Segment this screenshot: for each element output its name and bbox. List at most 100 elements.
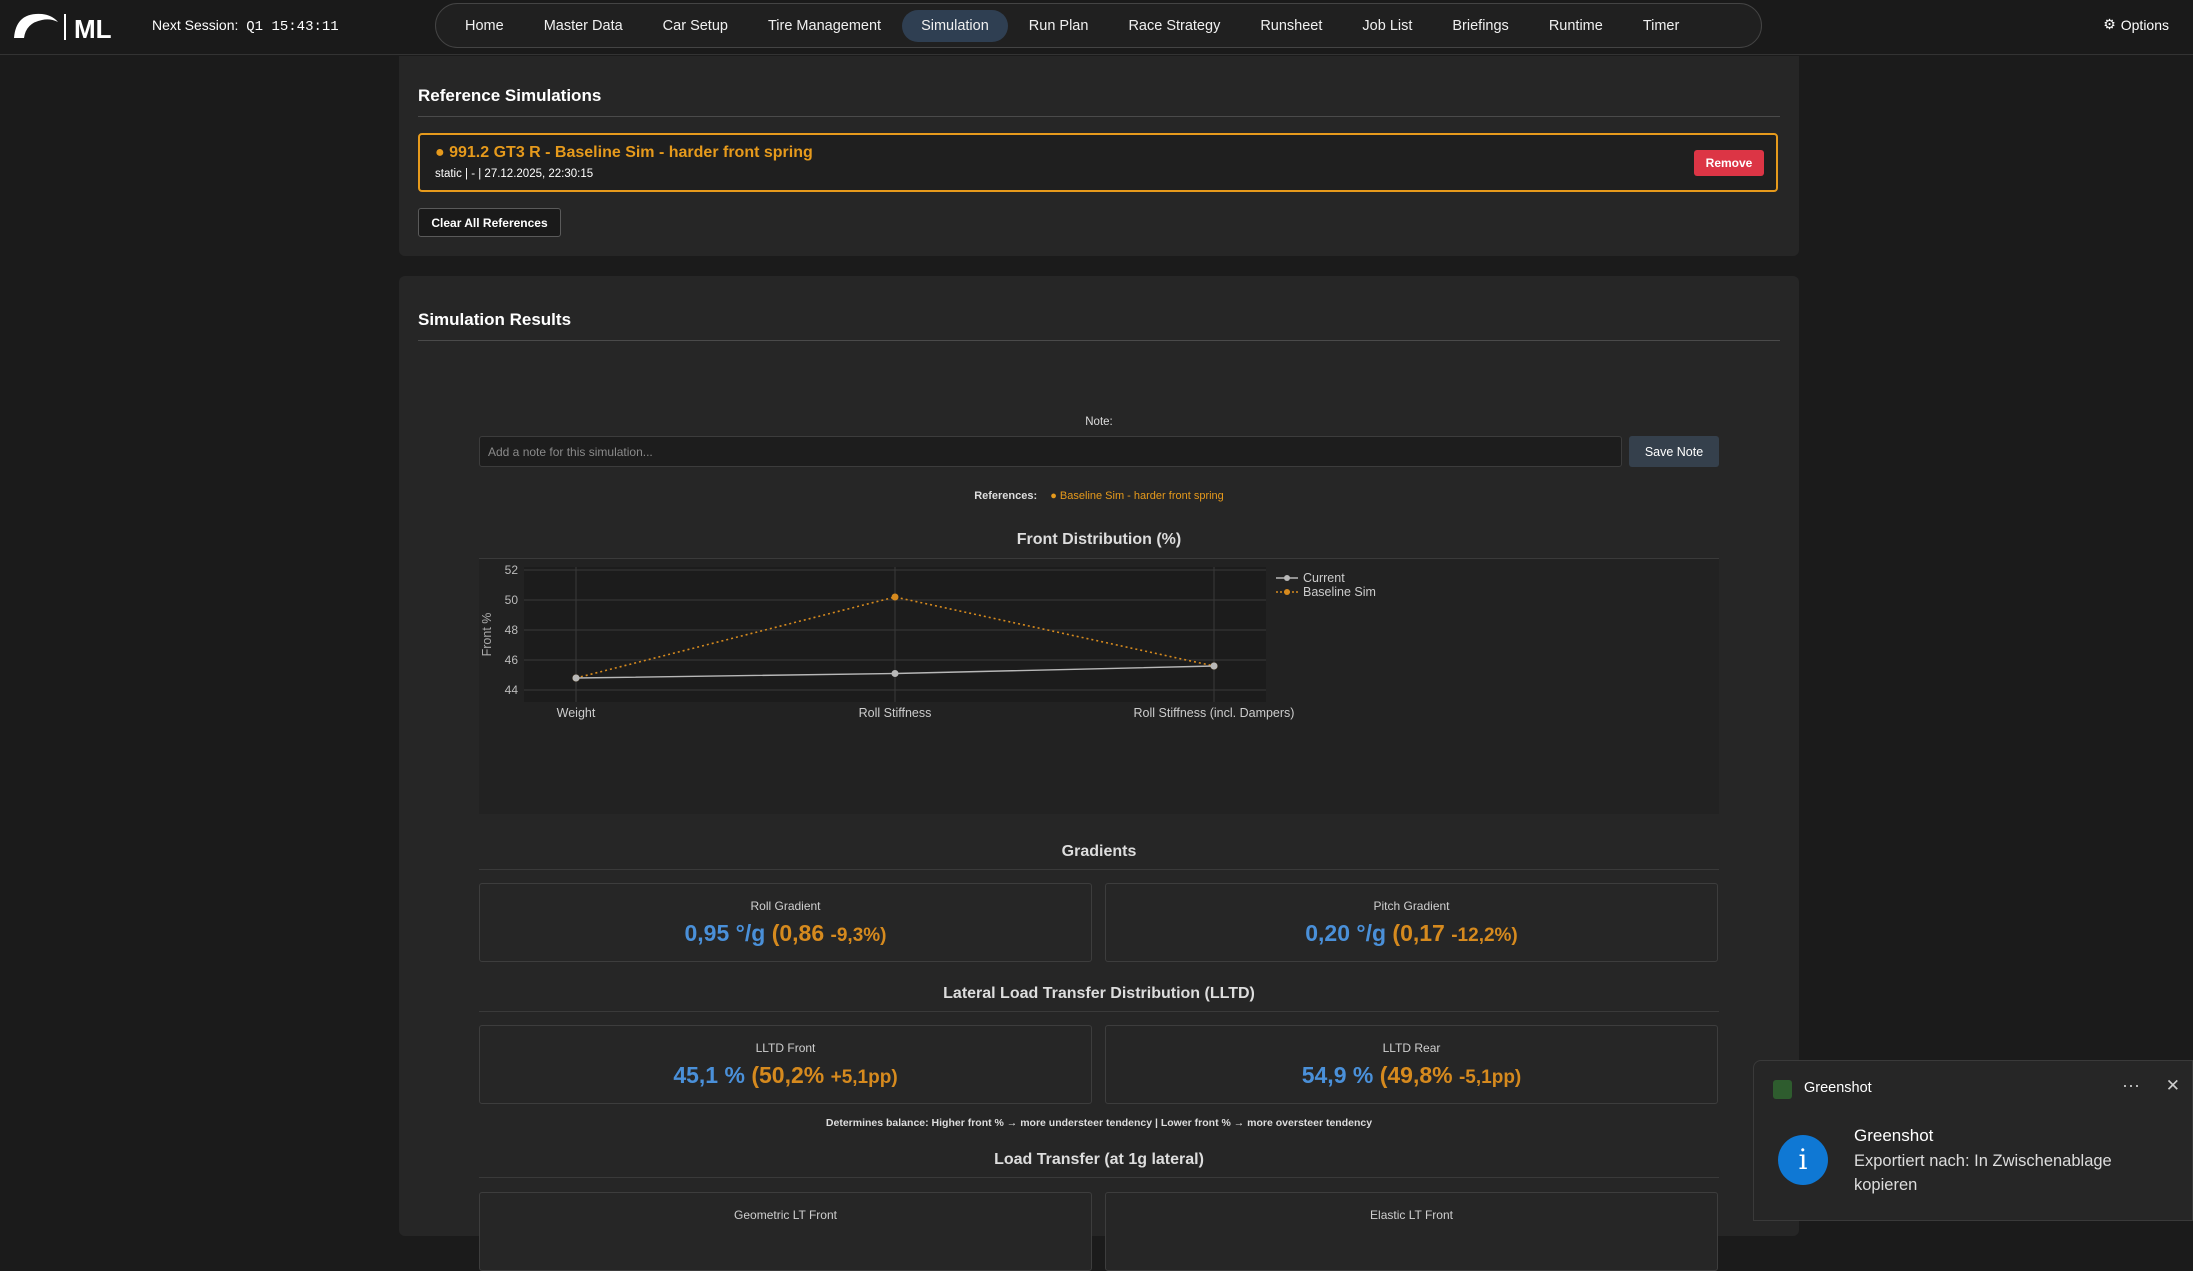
session-label: Next Session: bbox=[152, 17, 239, 33]
nav-car-setup[interactable]: Car Setup bbox=[662, 17, 728, 34]
y-tick-label: 44 bbox=[505, 683, 519, 697]
delta-value: +5,1pp) bbox=[830, 1067, 898, 1088]
data-point bbox=[1210, 662, 1218, 670]
x-tick-label: Weight bbox=[557, 706, 596, 720]
current-value: 45,1 % bbox=[673, 1062, 745, 1088]
nav-runsheet[interactable]: Runsheet bbox=[1260, 17, 1323, 34]
delta-value: -9,3%) bbox=[830, 925, 887, 946]
load-transfer-title: Load Transfer (at 1g lateral) bbox=[994, 1151, 1204, 1168]
pitch-gradient-label: Pitch Gradient bbox=[1373, 899, 1450, 913]
front-distribution-title: Front Distribution (%) bbox=[1016, 531, 1182, 548]
lltd-rear-label: LLTD Rear bbox=[1382, 1041, 1441, 1055]
reference-simulations-panel: Reference Simulations ● 991.2 GT3 R - Ba… bbox=[399, 56, 1799, 256]
divider bbox=[479, 1011, 1719, 1012]
delta-value: -5,1pp) bbox=[1458, 1067, 1522, 1088]
references-value: ● Baseline Sim - harder front spring bbox=[1050, 490, 1224, 502]
delta-value: -12,2%) bbox=[1451, 925, 1518, 946]
divider bbox=[479, 1177, 1719, 1178]
toast-body: Exportiert nach: In Zwischenablage kopie… bbox=[1854, 1152, 2112, 1194]
chart-svg: 44 46 48 50 52 Weight Roll Stiffness Roll Stiff… bbox=[480, 563, 1376, 720]
session-countdown: Q1 15:43:11 bbox=[246, 19, 339, 35]
x-tick-label: Roll Stiffness bbox=[859, 706, 932, 720]
legend-marker bbox=[1284, 575, 1290, 581]
legend-label: Current bbox=[1303, 571, 1345, 585]
series-line bbox=[575, 596, 1215, 679]
legend-label: Baseline Sim bbox=[1303, 585, 1376, 599]
nav-simulation[interactable]: Simulation bbox=[902, 9, 1008, 42]
y-tick-label: 48 bbox=[505, 623, 519, 637]
remove-reference-button[interactable]: Remove bbox=[1694, 150, 1764, 176]
geometric-lt-front-label: Geometric LT Front bbox=[734, 1208, 837, 1222]
divider bbox=[479, 869, 1719, 870]
nav-briefings[interactable]: Briefings bbox=[1452, 17, 1509, 34]
nav-race-strategy[interactable]: Race Strategy bbox=[1128, 17, 1221, 34]
nav-run-plan[interactable]: Run Plan bbox=[1028, 17, 1089, 34]
current-value: 54,9 % bbox=[1301, 1062, 1374, 1088]
simulation-results-panel: Simulation Results Note: Save Note Refer… bbox=[399, 276, 1799, 1271]
save-note-button[interactable]: Save Note bbox=[1629, 436, 1719, 467]
options-button[interactable]: ⚙ Options bbox=[2103, 16, 2169, 33]
lltd-front-card: LLTD Front 45,1 % (50,2% +5,1pp) bbox=[479, 1025, 1092, 1104]
data-point bbox=[572, 674, 580, 682]
reference-value: (49,8% bbox=[1379, 1062, 1453, 1088]
svg-text:ML: ML bbox=[74, 14, 112, 44]
divider bbox=[418, 340, 1780, 341]
simulation-results-title: Simulation Results bbox=[418, 310, 572, 329]
reference-name: ● 991.2 GT3 R - Baseline Sim - harder fr… bbox=[435, 144, 813, 161]
elastic-lt-front-card: Elastic LT Front bbox=[1105, 1192, 1718, 1271]
gear-icon: ⚙ bbox=[2103, 16, 2116, 32]
nav-home[interactable]: Home bbox=[465, 17, 504, 34]
reference-item: ● 991.2 GT3 R - Baseline Sim - harder fr… bbox=[418, 133, 1778, 192]
next-session: Next Session: Q1 15:43:11 bbox=[152, 17, 339, 35]
roll-gradient-card: Roll Gradient 0,95 °/g (0,86 -9,3%) bbox=[479, 883, 1092, 962]
nav-tire-management[interactable]: Tire Management bbox=[767, 17, 882, 34]
reference-simulations-title: Reference Simulations bbox=[418, 86, 602, 105]
reference-value: (50,2% bbox=[751, 1062, 825, 1088]
nav-master-data[interactable]: Master Data bbox=[543, 17, 623, 34]
x-tick-label: Roll Stiffness (incl. Dampers) bbox=[1134, 706, 1295, 720]
reference-meta: static | - | 27.12.2025, 22:30:15 bbox=[435, 168, 594, 180]
y-axis-label: Front % bbox=[480, 613, 494, 657]
y-tick-label: 46 bbox=[505, 653, 519, 667]
toast-notification: Greenshot ··· ✕ i Greenshot Exportiert n… bbox=[1753, 1060, 2193, 1221]
geometric-lt-front-card: Geometric LT Front bbox=[479, 1192, 1092, 1271]
elastic-lt-front-label: Elastic LT Front bbox=[1370, 1208, 1453, 1222]
top-bar: ML Next Session: Q1 15:43:11 Home Master… bbox=[0, 0, 2193, 55]
data-point bbox=[891, 670, 899, 677]
nav-runtime[interactable]: Runtime bbox=[1548, 17, 1603, 34]
nav-timer[interactable]: Timer bbox=[1642, 17, 1680, 34]
front-distribution-chart: 44 46 48 50 52 Weight Roll Stiffness Roll Stiff… bbox=[479, 559, 1719, 814]
lltd-rear-card: LLTD Rear 54,9 % (49,8% -5,1pp) bbox=[1105, 1025, 1718, 1104]
gradients-title: Gradients bbox=[1061, 843, 1137, 860]
references-label: References: bbox=[974, 490, 1038, 502]
lltd-rear-value: 54,9 % (49,8% -5,1pp) bbox=[1106, 1062, 1717, 1089]
y-tick-label: 50 bbox=[505, 593, 519, 607]
note-input[interactable] bbox=[479, 436, 1622, 467]
reference-value: (0,17 bbox=[1392, 920, 1445, 946]
note-label: Note: bbox=[1085, 416, 1113, 428]
app-logo[interactable]: ML bbox=[12, 8, 112, 46]
lltd-hint: Determines balance: Higher front % → mor… bbox=[825, 1117, 1373, 1129]
more-options-icon[interactable]: ··· bbox=[2122, 1075, 2140, 1095]
lltd-front-label: LLTD Front bbox=[755, 1041, 816, 1055]
nav-job-list[interactable]: Job List bbox=[1362, 17, 1413, 34]
current-value: 0,20 °/g bbox=[1305, 920, 1387, 946]
greenshot-icon bbox=[1773, 1080, 1792, 1099]
close-icon[interactable]: ✕ bbox=[2165, 1076, 2180, 1095]
toast-app-name: Greenshot bbox=[1804, 1080, 1872, 1096]
data-point bbox=[891, 593, 899, 601]
lltd-front-value: 45,1 % (50,2% +5,1pp) bbox=[480, 1062, 1091, 1089]
references-line: References: ● Baseline Sim - harder fron… bbox=[399, 490, 1799, 502]
y-tick-label: 52 bbox=[505, 563, 519, 577]
info-icon: i bbox=[1778, 1135, 1828, 1185]
divider bbox=[479, 558, 1719, 559]
roll-gradient-value: 0,95 °/g (0,86 -9,3%) bbox=[480, 920, 1091, 947]
toast-title: Greenshot bbox=[1854, 1126, 1934, 1145]
divider bbox=[418, 116, 1780, 117]
main-nav: Home Master Data Car Setup Tire Manageme… bbox=[435, 3, 1762, 48]
roll-gradient-label: Roll Gradient bbox=[750, 899, 821, 913]
pitch-gradient-card: Pitch Gradient 0,20 °/g (0,17 -12,2%) bbox=[1105, 883, 1718, 962]
current-value: 0,95 °/g bbox=[684, 920, 766, 946]
clear-all-references-button[interactable]: Clear All References bbox=[418, 208, 561, 237]
reference-value: (0,86 bbox=[771, 920, 825, 946]
